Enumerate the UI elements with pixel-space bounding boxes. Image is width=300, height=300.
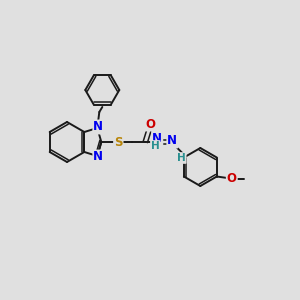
Text: N: N xyxy=(152,131,162,145)
Text: O: O xyxy=(227,172,237,185)
Text: N: N xyxy=(167,134,177,148)
Text: N: N xyxy=(93,151,103,164)
Text: H: H xyxy=(151,141,160,151)
Text: N: N xyxy=(93,121,103,134)
Text: H: H xyxy=(177,153,186,163)
Text: O: O xyxy=(145,118,155,130)
Text: S: S xyxy=(114,136,123,148)
